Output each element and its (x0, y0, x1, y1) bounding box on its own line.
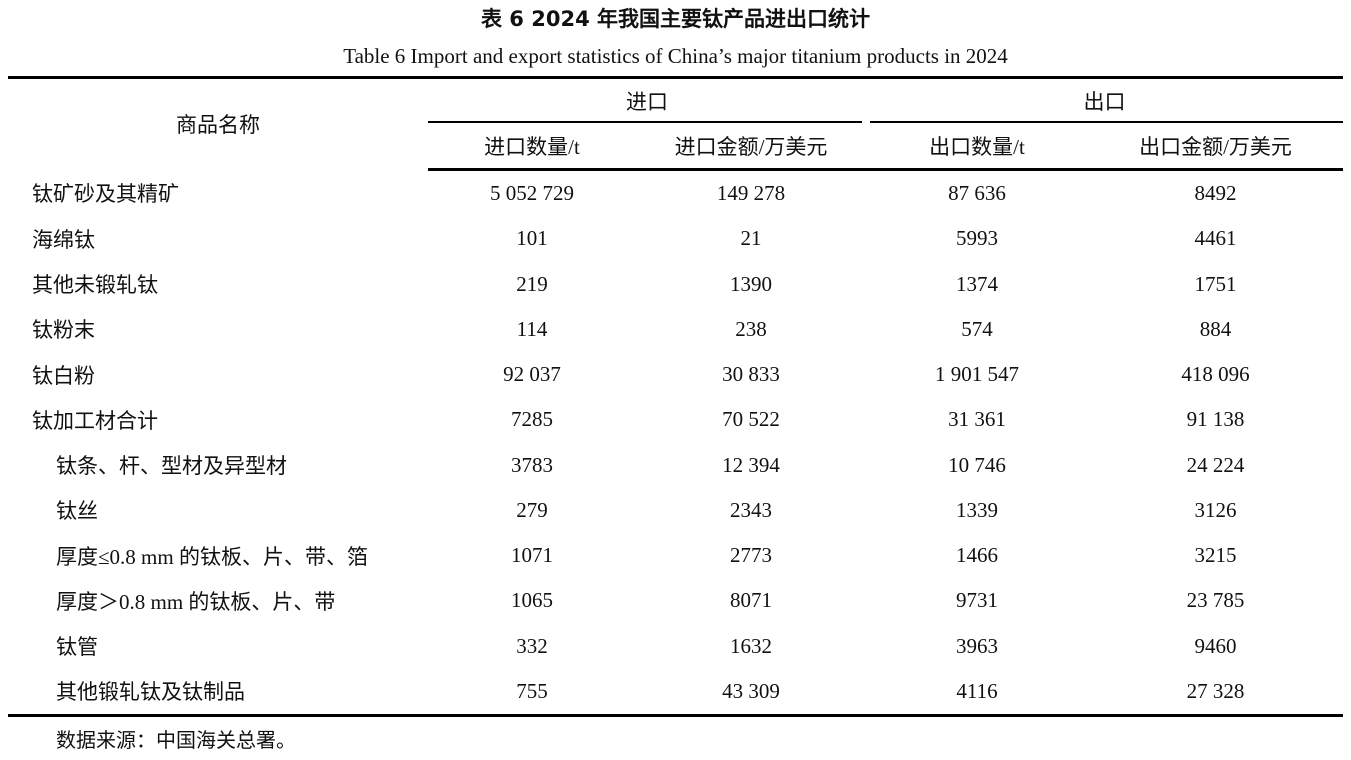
value-cell: 3215 (1194, 543, 1237, 568)
table-row: 钛粉末 114 238 574 884 (8, 307, 1343, 352)
value-cell: 884 (1199, 316, 1232, 341)
table-row: 钛条、杆、型材及异型材 3783 12 394 10 746 24 224 (8, 443, 1343, 488)
value-cell: 3126 (1194, 497, 1237, 522)
column-header: 进口数量/t (428, 123, 636, 171)
value-cell: 219 (516, 271, 548, 296)
table-row: 其他未锻轧钛 219 1390 1374 1751 (8, 262, 1343, 307)
value-cell: 5993 (956, 226, 998, 251)
product-name-cell: 钛丝 (56, 499, 98, 524)
product-name-cell: 钛白粉 (32, 363, 95, 388)
value-cell: 1071 (511, 543, 553, 568)
table-row: 钛丝 279 2343 1339 3126 (8, 488, 1343, 533)
table-row: 钛矿砂及其精矿 5 052 729 149 278 87 636 8492 (8, 170, 1343, 217)
value-cell: 24 224 (1186, 452, 1245, 477)
value-cell: 1390 (730, 271, 772, 296)
table-row: 其他锻轧钛及钛制品 755 43 309 4116 27 328 (8, 668, 1343, 717)
value-cell: 1751 (1194, 271, 1237, 296)
table-row: 厚度≤0.8 mm 的钛板、片、带、箔 1071 2773 1466 3215 (8, 533, 1343, 578)
value-cell: 21 (740, 226, 762, 251)
value-cell: 10 746 (948, 452, 1006, 477)
product-name-cell: 钛粉末 (32, 318, 95, 343)
value-cell: 7285 (511, 407, 553, 432)
product-name-header: 商品名称 (8, 76, 428, 170)
table-row: 厚度＞0.8 mm 的钛板、片、带 1065 8071 9731 23 785 (8, 578, 1343, 623)
value-cell: 1339 (956, 497, 998, 522)
value-cell: 9731 (956, 588, 998, 613)
value-cell: 8492 (1194, 181, 1237, 206)
value-cell: 30 833 (722, 362, 780, 387)
import-group-header: 进口 (428, 76, 866, 124)
value-cell: 1632 (730, 633, 772, 658)
product-name-cell: 厚度＞0.8 mm 的钛板、片、带 (56, 589, 336, 614)
value-cell: 279 (516, 497, 548, 522)
value-cell: 332 (516, 633, 548, 658)
value-cell: 1466 (956, 543, 998, 568)
product-name-cell: 海绵钛 (32, 227, 95, 252)
value-cell: 238 (735, 316, 767, 341)
value-cell: 5 052 729 (490, 181, 574, 206)
table-row: 海绵钛 101 21 5993 4461 (8, 216, 1343, 261)
value-cell: 9460 (1194, 633, 1237, 658)
product-name-cell: 钛条、杆、型材及异型材 (56, 454, 287, 479)
export-group-header: 出口 (866, 76, 1343, 124)
value-cell: 755 (428, 668, 636, 717)
value-cell: 101 (516, 226, 548, 251)
table-title-english: Table 6 Import and export statistics of … (343, 44, 1008, 68)
value-cell: 27 328 (1088, 668, 1343, 717)
value-cell: 418 096 (1181, 362, 1250, 387)
table-row: 钛管 332 1632 3963 9460 (8, 624, 1343, 669)
value-cell: 3783 (511, 452, 553, 477)
value-cell: 31 361 (948, 407, 1006, 432)
table-row: 钛白粉 92 037 30 833 1 901 547 418 096 (8, 352, 1343, 397)
table-title-chinese: 表 6 2024 年我国主要钛产品进出口统计 (481, 7, 870, 31)
import-export-table: 商品名称 进口 出口 进口数量/t 进口金额/万美元 出口数量/t 出口金额/万… (8, 76, 1343, 717)
value-cell: 1065 (511, 588, 553, 613)
value-cell: 70 522 (722, 407, 780, 432)
product-name-cell: 其他未锻轧钛 (32, 273, 158, 298)
column-header: 出口金额/万美元 (1088, 123, 1343, 171)
product-name-cell: 钛管 (56, 635, 98, 660)
value-cell: 87 636 (948, 181, 1006, 206)
value-cell: 92 037 (503, 362, 561, 387)
value-cell: 149 278 (716, 181, 786, 206)
value-cell: 574 (961, 316, 993, 341)
source-note: 数据来源：中国海关总署。 (56, 730, 296, 752)
value-cell: 23 785 (1186, 588, 1245, 613)
product-name-cell: 钛矿砂及其精矿 (32, 181, 179, 206)
column-header: 出口数量/t (866, 123, 1088, 171)
table-row: 钛加工材合计 7285 70 522 31 361 91 138 (8, 397, 1343, 442)
column-header: 进口金额/万美元 (636, 123, 866, 171)
value-cell: 114 (516, 316, 548, 341)
value-cell: 4461 (1194, 226, 1237, 251)
value-cell: 2343 (730, 497, 772, 522)
value-cell: 4116 (866, 668, 1088, 717)
product-name-cell: 钛加工材合计 (32, 408, 158, 433)
product-name-cell: 厚度≤0.8 mm 的钛板、片、带、箔 (56, 544, 368, 569)
value-cell: 91 138 (1186, 407, 1245, 432)
value-cell: 3963 (956, 633, 998, 658)
value-cell: 2773 (730, 543, 772, 568)
value-cell: 8071 (730, 588, 772, 613)
value-cell: 43 309 (636, 668, 866, 717)
product-name-cell: 其他锻轧钛及钛制品 (8, 668, 428, 717)
value-cell: 12 394 (722, 452, 780, 477)
value-cell: 1374 (956, 271, 998, 296)
value-cell: 1 901 547 (935, 362, 1019, 387)
